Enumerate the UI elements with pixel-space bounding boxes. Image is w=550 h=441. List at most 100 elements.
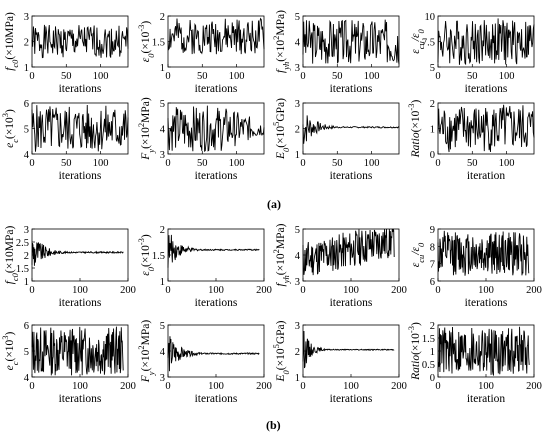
x-tick-label: 100 bbox=[208, 381, 224, 392]
y-tick-label: 0 bbox=[430, 150, 435, 161]
x-tick-label: 100 bbox=[72, 381, 88, 392]
y-axis-label-part: y bbox=[146, 371, 156, 376]
y-axis-label-part: GPa) bbox=[275, 320, 287, 344]
plot-frame bbox=[167, 228, 265, 282]
series-line bbox=[437, 230, 530, 276]
x-tick-label: 100 bbox=[208, 285, 224, 296]
chart-b5: 4 5 6 0 100 200 iterations ec(×103) bbox=[0, 321, 136, 405]
y-axis-label-part: ) bbox=[140, 234, 152, 238]
series-line bbox=[167, 234, 260, 268]
y-tick-label: 3 bbox=[295, 321, 300, 332]
x-tick-label: 0 bbox=[300, 285, 305, 296]
y-tick-label: 4 bbox=[160, 125, 166, 136]
x-axis-label: iterations bbox=[59, 83, 102, 95]
y-axis-label: ε0(×10-3) bbox=[136, 234, 156, 276]
y-axis-label-part: 3 bbox=[0, 335, 10, 339]
x-tick-label: 0 bbox=[435, 381, 440, 392]
y-tick-label: 7 bbox=[430, 260, 435, 271]
x-axis-label: iterations bbox=[195, 297, 238, 309]
y-tick-label: 3 bbox=[295, 277, 300, 288]
series-line bbox=[437, 104, 535, 153]
y-axis-label-part: 5 bbox=[271, 122, 281, 126]
x-axis-label: iterations bbox=[330, 83, 373, 95]
x-tick-label: 100 bbox=[364, 71, 380, 82]
y-axis-label: E0(×105GPa) bbox=[271, 98, 291, 160]
x-axis-label: iterations bbox=[59, 393, 102, 405]
y-tick-label: 5 bbox=[160, 321, 165, 332]
series-line bbox=[167, 336, 260, 372]
y-tick-label: 4 bbox=[295, 251, 301, 262]
y-axis-label-part: (×10 bbox=[4, 339, 16, 361]
x-tick-label: 100 bbox=[478, 381, 494, 392]
y-axis-label: ec(×103) bbox=[0, 331, 20, 370]
y-axis-label-part: ) bbox=[410, 100, 422, 104]
y-axis-label-part: (×10 bbox=[410, 333, 422, 355]
y-tick-label: 5 bbox=[430, 63, 435, 74]
y-axis-label-part: 2 bbox=[136, 123, 146, 127]
x-tick-label: 200 bbox=[256, 381, 272, 392]
y-tick-label: 2.5 bbox=[16, 238, 29, 249]
plot-frame bbox=[31, 228, 129, 282]
x-tick-label: 200 bbox=[526, 285, 542, 296]
y-axis-label-part: -3 bbox=[136, 25, 146, 32]
x-axis-label: iterations bbox=[59, 170, 102, 182]
series-line bbox=[31, 242, 124, 266]
x-tick-label: 100 bbox=[229, 71, 245, 82]
y-tick-label: 8 bbox=[430, 242, 435, 253]
y-axis-label: fc0(×10MPa) bbox=[4, 226, 20, 285]
x-tick-label: 0 bbox=[165, 381, 170, 392]
y-axis-label-part: MPa) bbox=[140, 320, 152, 346]
y-tick-label: 3 bbox=[24, 225, 29, 236]
series-line bbox=[31, 104, 129, 152]
x-axis-label: iterations bbox=[59, 297, 102, 309]
y-axis-label-part: /ε bbox=[410, 247, 422, 256]
series-line bbox=[302, 115, 400, 144]
x-axis-label: iteration bbox=[467, 393, 506, 405]
x-tick-label: 100 bbox=[93, 158, 109, 169]
y-axis-label: Fy(×102MPa) bbox=[136, 320, 156, 384]
x-axis-label: iterations bbox=[330, 170, 373, 182]
y-axis-label-part: (×10 bbox=[275, 253, 287, 275]
y-tick-label: 1 bbox=[430, 125, 435, 136]
y-axis-label-part: ) bbox=[410, 322, 422, 326]
x-tick-label: 100 bbox=[343, 285, 359, 296]
y-axis-label-part: 5 bbox=[271, 344, 281, 348]
y-axis-label-part: (×10MPa) bbox=[4, 12, 16, 60]
x-tick-label: 0 bbox=[300, 158, 305, 169]
y-tick-label: 1.5 bbox=[152, 251, 165, 262]
y-axis-label-part: -3 bbox=[136, 238, 146, 245]
series-line bbox=[31, 24, 129, 59]
y-axis-label-part: F bbox=[140, 152, 152, 161]
x-tick-label: 100 bbox=[478, 285, 494, 296]
y-axis-label-part: 2 bbox=[271, 36, 281, 40]
y-axis-label-part: 2 bbox=[271, 249, 281, 253]
series-line bbox=[167, 17, 265, 55]
y-tick-label: 3 bbox=[24, 12, 29, 23]
y-tick-label: 2 bbox=[295, 125, 300, 136]
x-tick-label: 50 bbox=[467, 158, 478, 169]
x-tick-label: 50 bbox=[197, 71, 208, 82]
x-tick-label: 0 bbox=[435, 158, 440, 169]
y-axis-label: εcu/ε0 bbox=[410, 242, 426, 267]
y-axis-label-part: Ratio bbox=[410, 355, 422, 381]
y-tick-label: 1 bbox=[295, 373, 300, 384]
y-axis-label-part: y bbox=[146, 149, 156, 154]
y-tick-label: 2 bbox=[24, 251, 29, 262]
y-axis-label-part: 0 bbox=[146, 53, 156, 58]
y-tick-label: 5 bbox=[295, 12, 300, 23]
series-line bbox=[302, 228, 395, 276]
y-tick-label: 4 bbox=[24, 150, 30, 161]
y-axis-label-part: f bbox=[275, 281, 287, 286]
y-axis-label-part: (×10 bbox=[275, 40, 287, 62]
y-axis-label-part: cu bbox=[416, 255, 426, 263]
y-axis-label-part: 2 bbox=[136, 345, 146, 349]
x-tick-label: 0 bbox=[29, 285, 34, 296]
